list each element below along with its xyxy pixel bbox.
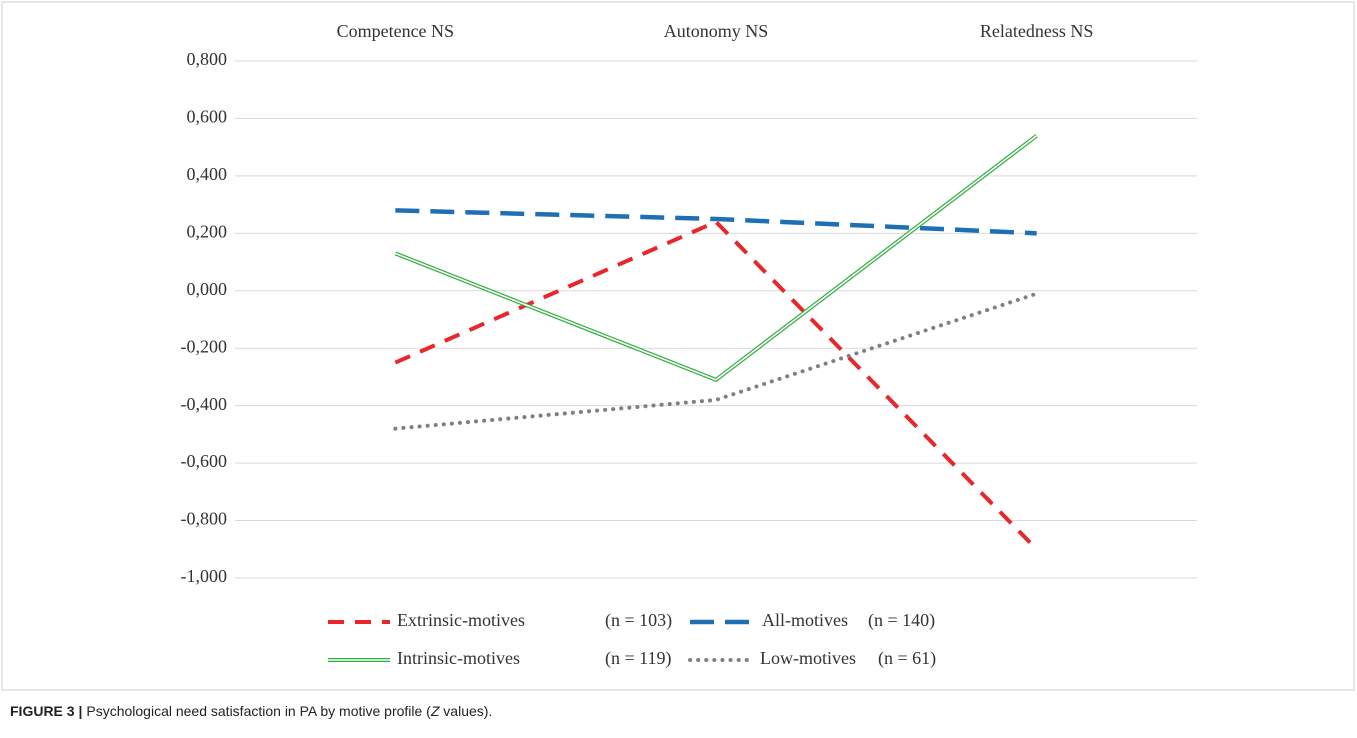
y-tick-label: -0,800 [181, 509, 228, 529]
caption-label: FIGURE 3 | [10, 703, 82, 719]
series-line [395, 208, 1037, 236]
legend-label: All-motives [762, 610, 848, 630]
y-tick-label: 0,000 [187, 279, 228, 299]
series-line [395, 135, 1038, 381]
chart-frame [1, 1, 1355, 691]
legend-n: (n = 140) [868, 610, 935, 631]
y-tick-label: -0,600 [181, 451, 228, 471]
legend-n: (n = 119) [605, 648, 671, 669]
y-tick-label: -0,200 [181, 336, 228, 356]
caption-italic: Z [430, 703, 440, 719]
y-tick-label: -0,400 [181, 394, 228, 414]
y-tick-label: -1,000 [181, 566, 228, 586]
caption-text: Psychological need satisfaction in PA by… [86, 703, 431, 719]
series-line [393, 291, 1039, 431]
legend-n: (n = 61) [878, 648, 936, 669]
x-tick-label: Competence NS [337, 21, 454, 41]
series-line [394, 219, 1039, 551]
caption: FIGURE 3 | Psychological need satisfactio… [10, 703, 492, 719]
legend-label: Intrinsic-motives [397, 648, 520, 668]
series-line [394, 134, 1038, 383]
legend-n: (n = 103) [605, 610, 672, 631]
y-tick-label: 0,400 [187, 164, 228, 184]
x-tick-label: Relatedness NS [980, 21, 1093, 41]
y-tick-label: 0,200 [187, 221, 228, 241]
y-tick-label: 0,600 [187, 107, 228, 127]
x-tick-label: Autonomy NS [664, 21, 769, 41]
y-tick-label: 0,800 [187, 49, 228, 69]
caption-text-end: values). [439, 703, 492, 719]
legend-label: Extrinsic-motives [397, 610, 525, 630]
legend-label: Low-motives [760, 648, 856, 668]
